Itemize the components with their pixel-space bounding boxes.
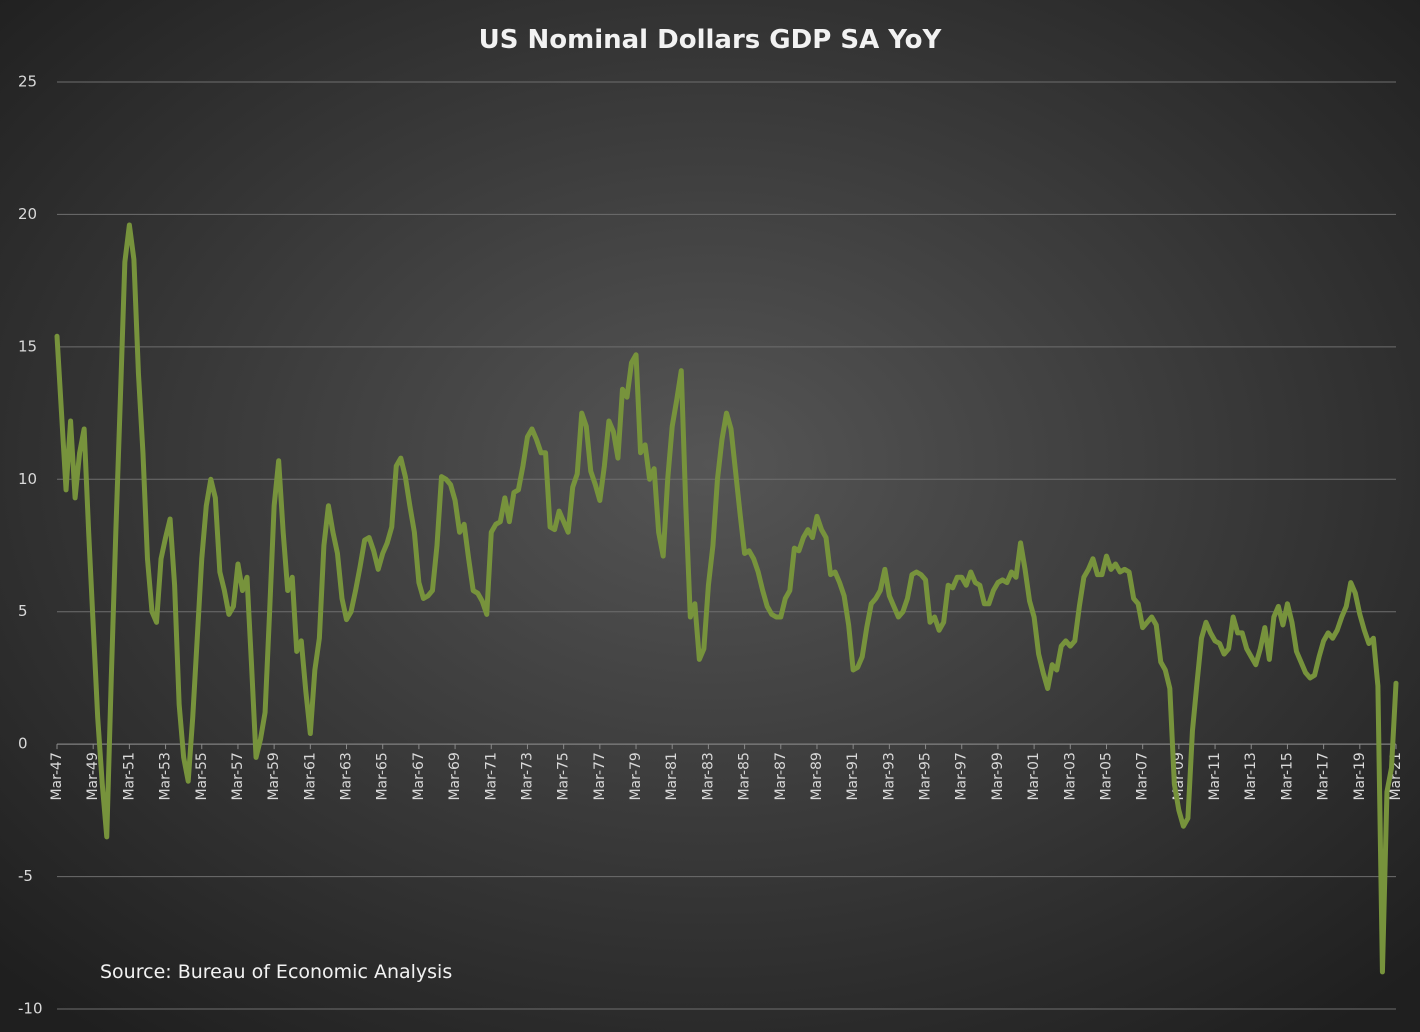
y-tick-label: 10	[18, 470, 37, 488]
chart-title: US Nominal Dollars GDP SA YoY	[479, 25, 943, 55]
x-tick-label: Mar-55	[194, 752, 210, 800]
x-tick-label: Mar-11	[1207, 752, 1223, 800]
x-tick-label: Mar-77	[592, 752, 608, 800]
ticks: -10 -5 0 5 10 15 20 25 Mar-47 Mar-49 Mar-51 Mar-53 M…	[18, 73, 1404, 1018]
x-tick-label: Mar-93	[881, 752, 897, 800]
x-tick-label: Mar-57	[230, 752, 246, 800]
x-tick-label: Mar-03	[1062, 752, 1078, 800]
x-tick-label: Mar-01	[1026, 752, 1042, 800]
series-line	[54, 222, 1399, 975]
x-tick-label: Mar-19	[1352, 752, 1368, 800]
x-tick-label: Mar-15	[1279, 752, 1295, 800]
x-tick-label: Mar-13	[1243, 752, 1259, 800]
x-tick-label: Mar-71	[483, 752, 499, 800]
x-tick-label: Mar-81	[664, 752, 680, 800]
x-tick-label: Mar-49	[85, 752, 101, 800]
x-tick-label: Mar-65	[375, 752, 391, 800]
x-tick-label: Mar-91	[845, 752, 861, 800]
x-tick-label: Mar-79	[628, 752, 644, 800]
x-tick-label: Mar-51	[121, 752, 137, 800]
x-tick-label: Mar-73	[519, 752, 535, 800]
x-tick-label: Mar-95	[918, 752, 934, 800]
x-tick-label: Mar-05	[1098, 752, 1114, 800]
y-tick-label: -5	[18, 867, 33, 885]
lines	[54, 222, 1399, 975]
x-tick-label: Mar-87	[773, 752, 789, 800]
y-tick-label: 0	[18, 735, 28, 753]
x-tick-label: Mar-53	[158, 752, 174, 800]
x-tick-label: Mar-69	[447, 752, 463, 800]
x-tick-label: Mar-97	[954, 752, 970, 800]
x-tick-label: Mar-59	[266, 752, 282, 800]
x-tick-label: Mar-17	[1316, 752, 1332, 800]
source-note: Source: Bureau of Economic Analysis	[100, 961, 452, 983]
x-tick-label: Mar-47	[49, 752, 65, 800]
x-tick-label: Mar-83	[700, 752, 716, 800]
y-tick-label: 25	[18, 73, 37, 91]
y-tick-label: 15	[18, 337, 37, 355]
x-tick-label: Mar-07	[1135, 752, 1151, 800]
x-tick-label: Mar-67	[411, 752, 427, 800]
x-tick-label: Mar-85	[737, 752, 753, 800]
x-tick-label: Mar-89	[809, 752, 825, 800]
x-tick-label: Mar-99	[990, 752, 1006, 800]
x-tick-label: Mar-63	[339, 752, 355, 800]
y-tick-label: 5	[18, 602, 28, 620]
y-tick-label: 20	[18, 205, 37, 223]
x-tick-label: Mar-61	[302, 752, 318, 800]
y-tick-label: -10	[18, 1000, 43, 1018]
x-tick-label: Mar-75	[556, 752, 572, 800]
